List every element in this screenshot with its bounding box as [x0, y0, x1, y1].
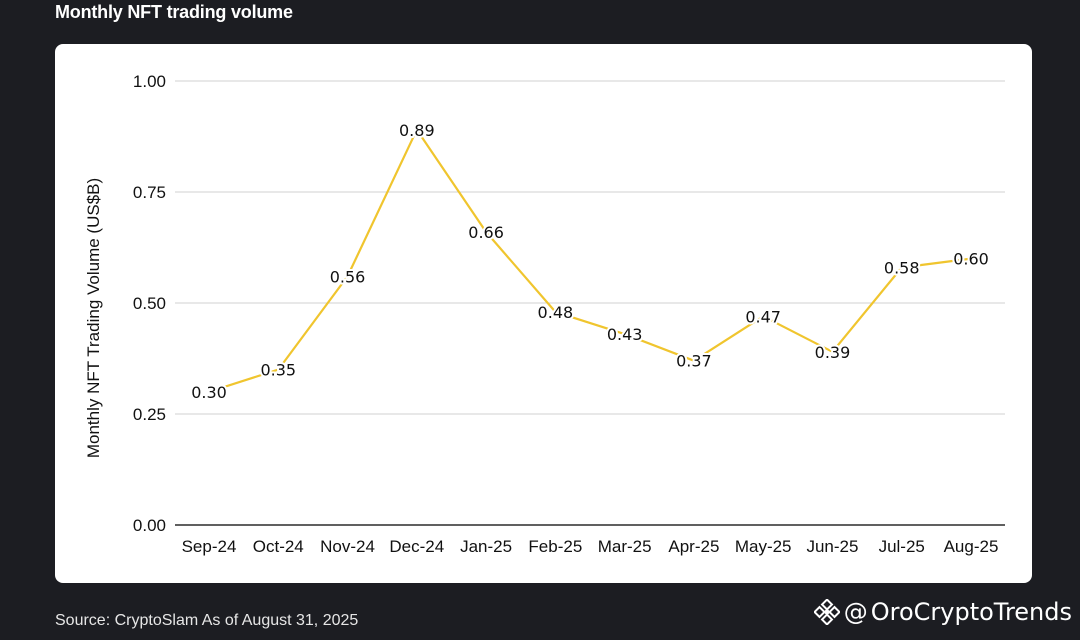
data-label: 0.43	[607, 325, 643, 344]
page-title: Monthly NFT trading volume	[55, 2, 293, 22]
data-label: 0.37	[676, 352, 712, 371]
x-tick-label: Mar-25	[598, 537, 652, 556]
data-label: 0.58	[884, 258, 920, 277]
source-note: Source: CryptoSlam As of August 31, 2025	[55, 612, 359, 629]
y-tick-label: 1.00	[133, 72, 166, 91]
y-tick-label: 0.50	[133, 294, 166, 313]
gridlines	[175, 80, 1005, 415]
data-label: 0.66	[468, 223, 504, 242]
data-label: 0.47	[745, 307, 781, 326]
x-tick-label: May-25	[735, 537, 792, 556]
x-tick-label: Oct-24	[253, 537, 304, 556]
binance-diamond-icon	[813, 599, 840, 625]
x-tick-label: Sep-24	[182, 537, 237, 556]
data-label: 0.89	[399, 121, 435, 140]
y-tick-label: 0.00	[133, 516, 166, 535]
x-tick-label: Jun-25	[806, 537, 858, 556]
axes: 0.00 0.25 0.50 0.75 1.00 Sep-24 Oct-24 Nov-24 De…	[133, 72, 1005, 556]
data-label: 0.48	[538, 303, 574, 322]
chart-card: 0.00 0.25 0.50 0.75 1.00 Sep-24 Oct-24 Nov-24 De…	[55, 44, 1032, 583]
data-label: 0.60	[953, 250, 989, 269]
data-label: 0.35	[260, 361, 296, 380]
y-tick-label: 0.25	[133, 405, 166, 424]
brand-name: OroCryptoTrends	[870, 598, 1072, 626]
line-chart: 0.00 0.25 0.50 0.75 1.00 Sep-24 Oct-24 Nov-24 De…	[84, 72, 1005, 556]
x-tick-label: Jul-25	[879, 537, 925, 556]
series-line	[208, 128, 972, 393]
x-tick-label: Dec-24	[389, 537, 444, 556]
data-label: 0.39	[815, 343, 851, 362]
x-tick-label: Jan-25	[460, 537, 512, 556]
y-axis-title: Monthly NFT Trading Volume (US$B)	[84, 178, 103, 458]
data-label: 0.30	[191, 383, 227, 402]
y-tick-label: 0.75	[133, 183, 166, 202]
series-lines	[208, 128, 972, 393]
brand-watermark: @ OroCryptoTrends	[813, 598, 1072, 626]
x-tick-label: Aug-25	[944, 537, 999, 556]
x-tick-label: Apr-25	[668, 537, 719, 556]
data-label: 0.56	[330, 267, 366, 286]
x-tick-label: Feb-25	[528, 537, 582, 556]
brand-at-sign: @	[843, 598, 868, 626]
data-labels: 0.30 0.35 0.56 0.89 0.66 0.48 0.43 0.37 0.47 0.39…	[189, 119, 991, 404]
x-tick-label: Nov-24	[320, 537, 375, 556]
